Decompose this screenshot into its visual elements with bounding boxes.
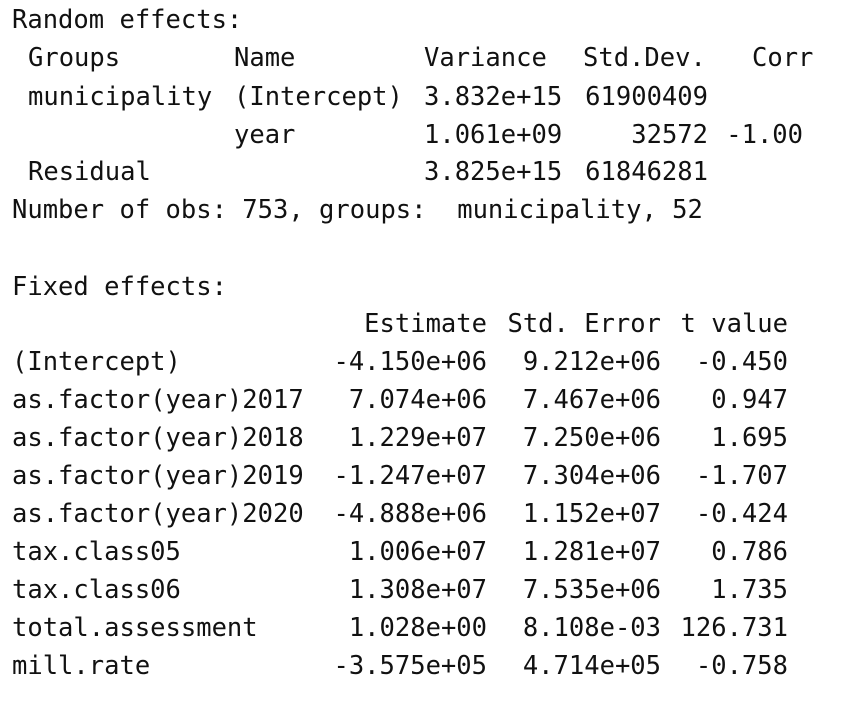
- table-cell: 1.152e+07: [522, 499, 661, 529]
- section-title: Fixed effects:: [12, 272, 227, 302]
- table-cell: -3.575e+05: [333, 651, 487, 681]
- table-cell: 4.714e+05: [522, 651, 661, 681]
- table-cell: 32572: [631, 119, 708, 150]
- section-title: Random effects:: [12, 5, 243, 35]
- table-cell: 1.308e+07: [348, 575, 487, 605]
- table-cell: -0.424: [695, 499, 788, 529]
- column-header: Estimate: [364, 309, 487, 339]
- column-header: Groups: [28, 43, 121, 73]
- table-cell: 61900409: [585, 82, 708, 112]
- table-cell: 7.467e+06: [522, 385, 661, 415]
- table-cell: 8.108e-03: [522, 613, 661, 643]
- row-label: as.factor(year)2019: [12, 461, 304, 491]
- table-cell: -4.888e+06: [333, 499, 487, 529]
- table-cell: 7.304e+06: [522, 461, 661, 491]
- table-cell: municipality: [28, 82, 213, 112]
- table-cell: 0.786: [711, 537, 788, 567]
- table-cell: -1.00: [726, 119, 803, 150]
- row-label: tax.class05: [12, 537, 181, 567]
- table-cell: 7.535e+06: [522, 575, 661, 605]
- table-cell: 0.947: [711, 385, 788, 415]
- table-cell: 7.250e+06: [522, 423, 661, 453]
- table-cell: (Intercept): [234, 82, 403, 112]
- table-cell: 126.731: [680, 613, 788, 643]
- table-cell: -4.150e+06: [333, 347, 487, 377]
- column-header: t value: [680, 309, 788, 339]
- table-cell: 1.695: [711, 423, 788, 453]
- table-cell: -0.758: [695, 651, 788, 681]
- row-label: mill.rate: [12, 651, 151, 681]
- column-header: Variance: [424, 43, 547, 73]
- table-cell: year: [234, 119, 296, 150]
- table-cell: 3.832e+15: [424, 82, 563, 112]
- row-label: tax.class06: [12, 575, 181, 605]
- summary-line: Number of obs: 753, groups: municipality…: [12, 195, 703, 225]
- row-label: as.factor(year)2018: [12, 423, 304, 453]
- column-header: Std.Dev.: [583, 43, 706, 73]
- column-header: Name: [234, 43, 296, 73]
- column-header: Corr: [752, 43, 814, 73]
- row-label: total.assessment: [12, 613, 258, 643]
- table-cell: 9.212e+06: [522, 347, 661, 377]
- row-label: (Intercept): [12, 347, 181, 377]
- table-cell: 1.006e+07: [348, 537, 487, 567]
- row-label: as.factor(year)2017: [12, 385, 304, 415]
- table-cell: 61846281: [585, 157, 708, 187]
- table-cell: 1.229e+07: [348, 423, 487, 453]
- table-cell: 1.281e+07: [522, 537, 661, 567]
- table-cell: 1.028e+00: [348, 613, 487, 643]
- table-cell: -1.247e+07: [333, 461, 487, 491]
- table-cell: 1.061e+09: [424, 119, 563, 150]
- row-label: as.factor(year)2020: [12, 499, 304, 529]
- column-header: Std. Error: [507, 309, 661, 339]
- table-cell: 1.735: [711, 575, 788, 605]
- table-cell: -0.450: [695, 347, 788, 377]
- table-cell: Residual: [28, 157, 151, 187]
- table-cell: 7.074e+06: [348, 385, 487, 415]
- table-cell: -1.707: [695, 461, 788, 491]
- table-cell: 3.825e+15: [424, 157, 563, 187]
